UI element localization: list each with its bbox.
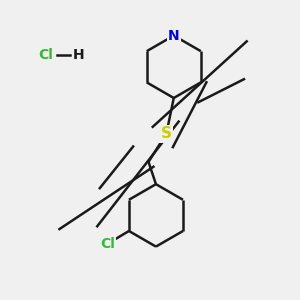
Text: H: H xyxy=(73,48,85,62)
Text: Cl: Cl xyxy=(101,237,116,251)
Text: Cl: Cl xyxy=(38,48,53,62)
Text: S: S xyxy=(161,126,172,141)
Text: N: N xyxy=(168,28,180,43)
